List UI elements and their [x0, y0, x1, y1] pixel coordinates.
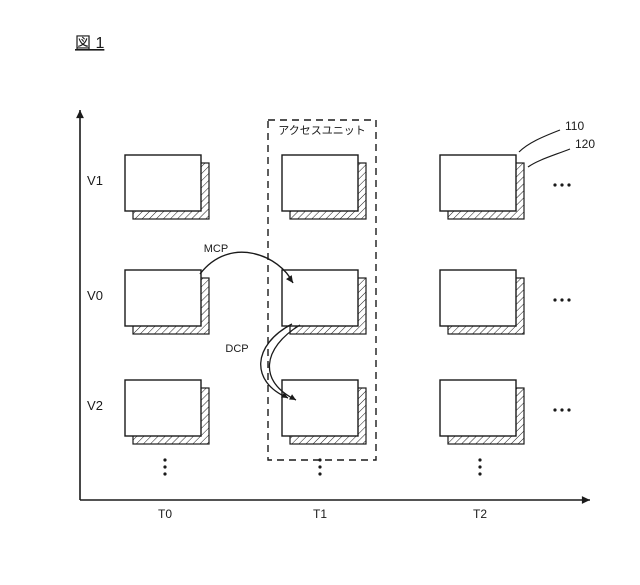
y-row-label: V1: [87, 173, 103, 188]
frame-stack-r2-c2: [440, 380, 524, 444]
y-row-label: V0: [87, 288, 103, 303]
hdots-icon: [567, 298, 570, 301]
vdots-icon: [163, 472, 166, 475]
dcp-label: DCP: [225, 343, 248, 355]
hdots-icon: [560, 298, 563, 301]
vdots-icon: [163, 465, 166, 468]
hdots-icon: [567, 408, 570, 411]
figure-label: 図 1: [75, 35, 104, 52]
frame-stack-r0-c1: [282, 155, 366, 219]
y-row-label: V2: [87, 398, 103, 413]
vdots-icon: [478, 465, 481, 468]
vdots-icon: [478, 472, 481, 475]
frame-stack-r0-c2: [440, 155, 524, 219]
mcp-label: MCP: [204, 243, 228, 255]
callout-label-120: 120: [575, 137, 595, 151]
hdots-icon: [560, 408, 563, 411]
vdots-icon: [478, 458, 481, 461]
frame-stack-r1-c0: [125, 270, 209, 334]
frame-stack-r0-c0: [125, 155, 209, 219]
frame-stack-r2-c1: [282, 380, 366, 444]
frame-stack-r1-c1: [282, 270, 366, 334]
frame-stack-r1-c2: [440, 270, 524, 334]
hdots-icon: [553, 183, 556, 186]
callout-label-110: 110: [565, 119, 584, 133]
hdots-icon: [567, 183, 570, 186]
x-tick-label: T1: [313, 507, 327, 521]
vdots-icon: [318, 465, 321, 468]
hdots-icon: [553, 408, 556, 411]
hdots-icon: [553, 298, 556, 301]
hdots-icon: [560, 183, 563, 186]
x-tick-label: T2: [473, 507, 487, 521]
figure-root: 図 1 T0 T1 T2 V1 V0 V2 アクセスユニット MCP DCP 110 120: [0, 0, 640, 585]
access-unit-label: アクセスユニット: [278, 124, 365, 137]
frame-stack-r2-c0: [125, 380, 209, 444]
vdots-icon: [163, 458, 166, 461]
x-tick-label: T0: [158, 507, 172, 521]
vdots-icon: [318, 458, 321, 461]
vdots-icon: [318, 472, 321, 475]
